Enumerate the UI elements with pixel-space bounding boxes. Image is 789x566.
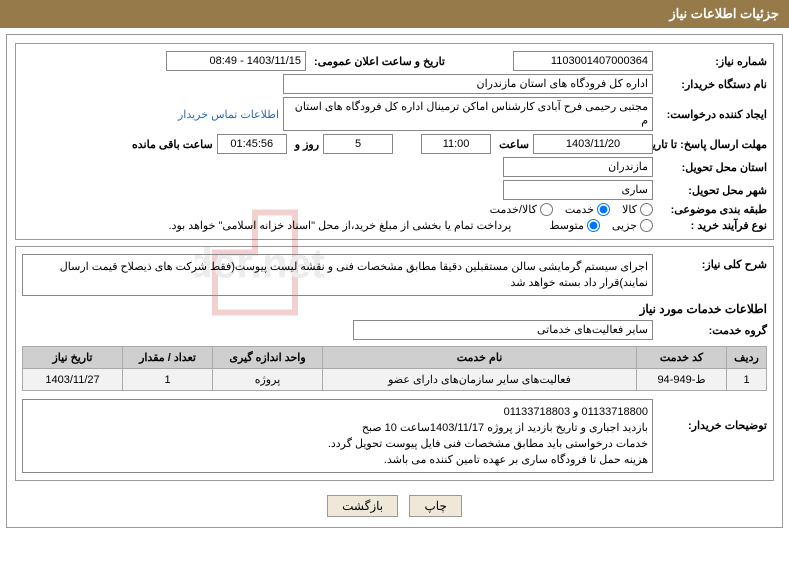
days-and-label: روز و <box>291 138 319 151</box>
process-medium-radio[interactable]: متوسط <box>549 219 600 232</box>
service-group-label: گروه خدمت: <box>657 324 767 337</box>
process-label: نوع فرآیند خرید : <box>657 219 767 232</box>
button-bar: چاپ بازگشت <box>15 487 774 519</box>
delivery-city-field: ساری <box>503 180 653 200</box>
remaining-label: ساعت باقی مانده <box>128 138 213 151</box>
process-partial-radio[interactable]: جزیی <box>612 219 653 232</box>
announce-field: 1403/11/15 - 08:49 <box>166 51 306 71</box>
contact-buyer-link[interactable]: اطلاعات تماس خریدار <box>178 108 279 121</box>
col-name: نام خدمت <box>323 347 637 369</box>
process-partial-input[interactable] <box>640 219 653 232</box>
category-both-input[interactable] <box>540 203 553 216</box>
desc-label: شرح کلی نیاز: <box>657 254 767 271</box>
deadline-label: مهلت ارسال پاسخ: تا تاریخ: <box>657 138 767 151</box>
cell-unit: پروژه <box>213 369 323 391</box>
announce-label: تاریخ و ساعت اعلان عمومی: <box>310 55 445 68</box>
category-label: طبقه بندی موضوعی: <box>657 203 767 216</box>
category-radio-group: کالا خدمت کالا/خدمت <box>490 203 653 216</box>
cell-code: ط-949-94 <box>637 369 727 391</box>
requester-label: ایجاد کننده درخواست: <box>657 108 767 121</box>
category-goods-input[interactable] <box>640 203 653 216</box>
hour-label: ساعت <box>495 138 529 151</box>
need-number-field: 1103001407000364 <box>513 51 653 71</box>
buyer-org-label: نام دستگاه خریدار: <box>657 78 767 91</box>
time-remaining-field: 01:45:56 <box>217 134 287 154</box>
header-title: جزئیات اطلاعات نیاز <box>669 6 779 21</box>
col-qty: تعداد / مقدار <box>123 347 213 369</box>
delivery-city-label: شهر محل تحویل: <box>657 184 767 197</box>
cell-qty: 1 <box>123 369 213 391</box>
cell-date: 1403/11/27 <box>23 369 123 391</box>
buyer-notes-textarea: 01133718800 و 01133718803 بازدید اجباری … <box>22 399 653 473</box>
delivery-province-field: مازندران <box>503 157 653 177</box>
service-group-field: سایر فعالیت‌های خدماتی <box>353 320 653 340</box>
process-radio-group: جزیی متوسط <box>549 219 653 232</box>
description-panel: شرح کلی نیاز: اجرای سیستم گرمایشی سالن م… <box>15 246 774 481</box>
header-bar: جزئیات اطلاعات نیاز <box>0 0 789 28</box>
category-service-radio[interactable]: خدمت <box>565 203 610 216</box>
content-area: IranTender.net شماره نیاز: 1103001407000… <box>6 34 783 528</box>
days-remaining-field: 5 <box>323 134 393 154</box>
deadline-time-field: 11:00 <box>421 134 491 154</box>
cell-name: فعالیت‌های سایر سازمان‌های دارای عضو <box>323 369 637 391</box>
col-date: تاریخ نیاز <box>23 347 123 369</box>
category-both-radio[interactable]: کالا/خدمت <box>490 203 553 216</box>
need-info-panel: شماره نیاز: 1103001407000364 تاریخ و ساع… <box>15 43 774 240</box>
services-table: ردیف کد خدمت نام خدمت واحد اندازه گیری ت… <box>22 346 767 391</box>
col-row: ردیف <box>727 347 767 369</box>
category-goods-radio[interactable]: کالا <box>622 203 653 216</box>
table-row: 1 ط-949-94 فعالیت‌های سایر سازمان‌های دا… <box>23 369 767 391</box>
print-button[interactable]: چاپ <box>409 495 461 517</box>
table-header-row: ردیف کد خدمت نام خدمت واحد اندازه گیری ت… <box>23 347 767 369</box>
services-section-title: اطلاعات خدمات مورد نیاز <box>22 302 767 316</box>
need-number-label: شماره نیاز: <box>657 55 767 68</box>
buyer-notes-label: توضیحات خریدار: <box>657 399 767 432</box>
buyer-org-field: اداره کل فرودگاه های استان مازندران <box>283 74 653 94</box>
desc-textarea: اجرای سیستم گرمایشی سالن مستقبلین دقیقا … <box>22 254 653 296</box>
requester-field: مجتبی رحیمی فرح آبادی کارشناس اماکن ترمی… <box>283 97 653 131</box>
payment-note: پرداخت تمام یا بخشی از مبلغ خرید،از محل … <box>169 219 512 232</box>
col-unit: واحد اندازه گیری <box>213 347 323 369</box>
category-service-input[interactable] <box>597 203 610 216</box>
col-code: کد خدمت <box>637 347 727 369</box>
back-button[interactable]: بازگشت <box>327 495 398 517</box>
deadline-date-field: 1403/11/20 <box>533 134 653 154</box>
delivery-province-label: استان محل تحویل: <box>657 161 767 174</box>
cell-row: 1 <box>727 369 767 391</box>
process-medium-input[interactable] <box>587 219 600 232</box>
